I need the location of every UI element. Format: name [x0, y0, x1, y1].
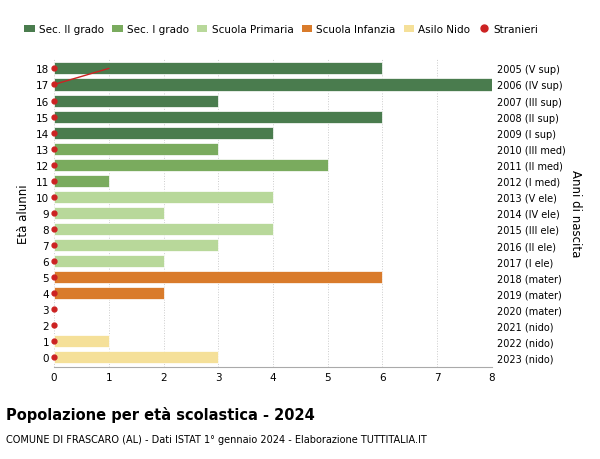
- Bar: [54, 256, 163, 268]
- Text: COMUNE DI FRASCARO (AL) - Dati ISTAT 1° gennaio 2024 - Elaborazione TUTTITALIA.I: COMUNE DI FRASCARO (AL) - Dati ISTAT 1° …: [6, 434, 427, 444]
- Bar: [54, 95, 218, 107]
- Bar: [54, 175, 109, 187]
- Bar: [54, 79, 492, 91]
- Bar: [54, 336, 109, 347]
- Y-axis label: Età alunni: Età alunni: [17, 184, 31, 243]
- Bar: [54, 207, 163, 219]
- Legend: Sec. II grado, Sec. I grado, Scuola Primaria, Scuola Infanzia, Asilo Nido, Stran: Sec. II grado, Sec. I grado, Scuola Prim…: [24, 25, 538, 35]
- Bar: [54, 352, 218, 364]
- Bar: [54, 127, 273, 140]
- Bar: [54, 271, 383, 284]
- Bar: [54, 240, 218, 252]
- Bar: [54, 159, 328, 171]
- Bar: [54, 191, 273, 203]
- Bar: [54, 143, 218, 156]
- Bar: [54, 112, 383, 123]
- Bar: [54, 63, 383, 75]
- Bar: [54, 224, 273, 235]
- Bar: [54, 287, 163, 300]
- Y-axis label: Anni di nascita: Anni di nascita: [569, 170, 582, 257]
- Text: Popolazione per età scolastica - 2024: Popolazione per età scolastica - 2024: [6, 406, 315, 422]
